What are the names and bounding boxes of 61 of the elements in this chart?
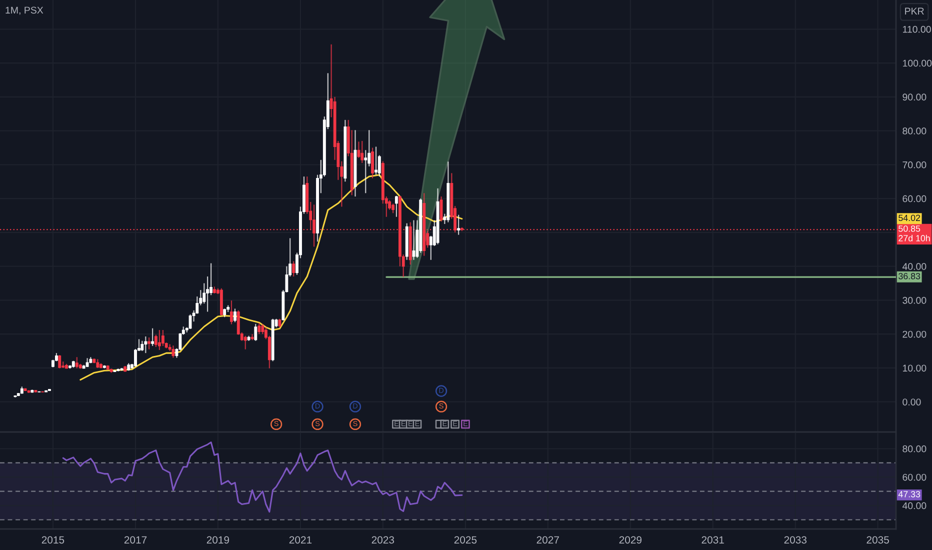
x-tick-label: 2023: [372, 536, 394, 544]
candlestick: [244, 335, 247, 350]
y-tick-label: 60.00: [902, 474, 926, 481]
y-tick-label: 10.00: [902, 364, 926, 372]
y-tick-label: 60.00: [902, 195, 926, 202]
text: 1M, PSX: [6, 6, 44, 15]
candlestick: [394, 195, 398, 218]
x-tick-label: 2025: [454, 536, 477, 544]
candlestick: [371, 147, 374, 179]
x-tick-label: 2031: [702, 536, 724, 544]
candlestick: [440, 196, 443, 222]
candlestick: [364, 150, 368, 194]
annotation: 54.02: [898, 214, 920, 222]
y-tick-label: 40.00: [902, 263, 926, 270]
y-tick-label: 90.00: [902, 94, 926, 101]
candlestick: [254, 323, 258, 342]
candlestick: [172, 345, 175, 358]
candlestick: [188, 314, 192, 330]
x-tick-label: 2033: [784, 536, 807, 544]
line-series: [80, 174, 463, 381]
ref-line-label: 50.85 27d 10h: [898, 225, 930, 242]
line-series: [62, 441, 463, 513]
candlestick: [158, 329, 161, 351]
x-tick-label: 2035: [866, 536, 889, 544]
candlestick: [230, 300, 233, 325]
x-tick-label: 2027: [536, 536, 559, 544]
candlestick: [360, 140, 364, 164]
candlestick: [261, 323, 264, 335]
y-tick-label: 70.00: [902, 161, 926, 168]
candlestick: [392, 203, 395, 214]
x-tick-label: 2017: [124, 536, 147, 544]
y-axis-title: PKR: [905, 8, 924, 14]
y-tick-label: 0.00: [902, 398, 921, 406]
x-tick-label: 2021: [289, 536, 312, 544]
candlestick: [144, 336, 148, 354]
candlestick: [140, 340, 144, 352]
candlestick: [412, 220, 416, 260]
candlestick: [75, 356, 78, 369]
candlestick: [292, 260, 296, 278]
candlestick: [312, 204, 316, 248]
y-tick-label: 80.00: [902, 128, 926, 134]
candlestick: [457, 214, 460, 236]
y-tick-label: 20.00: [902, 330, 926, 338]
candlestick: [258, 322, 261, 335]
candlestick: [151, 328, 154, 346]
y-tick-label: 40.00: [902, 502, 926, 510]
x-tick-label: 2029: [619, 536, 642, 544]
x-tick-label: 2019: [206, 536, 230, 544]
candlestick: [58, 354, 62, 369]
candlestick: [234, 308, 236, 323]
candlestick: [154, 334, 158, 348]
x-tick-label: 2015: [42, 536, 64, 544]
data-label: 36.83: [898, 272, 920, 280]
y-tick-label: 110.00: [902, 26, 931, 33]
y-tick-label: 100.00: [902, 60, 932, 67]
candlestick: [148, 336, 151, 350]
y-tick-label: 80.00: [902, 445, 926, 452]
candlestick: [161, 329, 164, 346]
candlestick: [374, 146, 378, 176]
annotation: 47.33: [898, 491, 920, 498]
y-tick-label: 30.00: [902, 296, 926, 304]
